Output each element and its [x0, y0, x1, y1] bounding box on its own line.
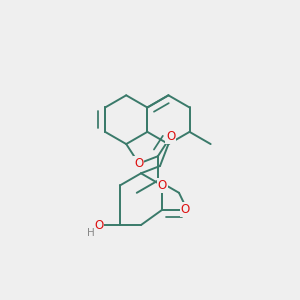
Text: O: O [94, 218, 104, 232]
Text: O: O [158, 179, 167, 192]
Text: H: H [88, 228, 95, 238]
Text: O: O [134, 157, 143, 170]
Text: O: O [166, 130, 175, 143]
Text: O: O [181, 203, 190, 216]
